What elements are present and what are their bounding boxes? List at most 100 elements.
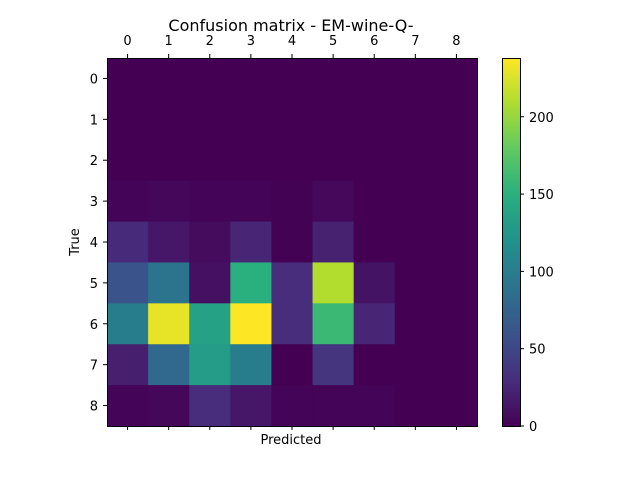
- heatmap-cell: [148, 98, 190, 141]
- colorbar-tick-label: 0: [529, 420, 537, 435]
- heatmap-cell: [394, 262, 437, 304]
- heatmap-cell: [230, 58, 273, 100]
- y-tick-label: 8: [90, 400, 98, 415]
- heatmap-cell: [230, 303, 273, 345]
- heatmap-cell: [312, 139, 355, 182]
- y-tick-label: 7: [90, 359, 98, 374]
- heatmap-cell: [353, 139, 396, 182]
- heatmap-cell: [107, 221, 149, 264]
- heatmap-cell: [312, 303, 355, 345]
- colorbar-tick-label: 200: [529, 111, 554, 126]
- colorbar-tick-label: 100: [529, 265, 554, 280]
- heatmap-cell: [107, 98, 149, 141]
- y-tick-label: 5: [90, 277, 98, 292]
- y-tick-label: 1: [90, 113, 98, 128]
- heatmap-cell: [271, 262, 314, 304]
- heatmap-cell: [189, 385, 231, 427]
- heatmap-cell: [230, 262, 273, 304]
- heatmap-cell: [271, 385, 314, 427]
- heatmap-cells: [107, 58, 478, 427]
- heatmap-cell: [312, 58, 355, 100]
- heatmap-cell: [230, 221, 273, 264]
- heatmap-cell: [148, 58, 190, 100]
- heatmap-cell: [189, 221, 231, 264]
- heatmap-cell: [107, 344, 149, 386]
- x-tick-label: 4: [288, 34, 296, 49]
- x-axis-ticks: 0 1 2 3 4 5 6 7 8: [123, 34, 461, 430]
- heatmap-cell: [353, 262, 396, 304]
- heatmap-cell: [353, 303, 396, 345]
- heatmap-cell: [353, 180, 396, 223]
- heatmap-cell: [312, 385, 355, 427]
- heatmap-cell: [435, 139, 478, 182]
- colorbar-tick-label: 150: [529, 188, 554, 203]
- heatmap-cell: [107, 385, 149, 427]
- heatmap-cell: [271, 221, 314, 264]
- colorbar-gradient: [502, 58, 520, 427]
- heatmap-cell: [148, 262, 190, 304]
- y-tick-label: 2: [90, 154, 98, 169]
- heatmap-cell: [148, 139, 190, 182]
- heatmap-cell: [312, 262, 355, 304]
- x-tick-label: 1: [165, 34, 173, 49]
- heatmap-cell: [271, 98, 314, 141]
- heatmap-cell: [230, 98, 273, 141]
- colorbar-frame: [502, 58, 521, 427]
- heatmap-cell: [312, 180, 355, 223]
- heatmap-cell: [107, 262, 149, 304]
- heatmap-cell: [394, 303, 437, 345]
- heatmap-cell: [107, 180, 149, 223]
- y-tick-label: 6: [90, 318, 98, 333]
- heatmap-cell: [435, 58, 478, 100]
- heatmap-cell: [107, 139, 149, 182]
- y-tick-label: 0: [90, 72, 98, 87]
- heatmap-cell: [148, 344, 190, 386]
- heatmap-cell: [435, 385, 478, 427]
- heatmap-cell: [148, 385, 190, 427]
- heatmap-cell: [394, 344, 437, 386]
- y-axis-ticks: 0 1 2 3 4 5 6 7 8: [90, 72, 107, 415]
- heatmap-cell: [107, 58, 149, 100]
- heatmap-cell: [271, 344, 314, 386]
- heatmap-cell: [394, 385, 437, 427]
- x-tick-label: 0: [123, 34, 131, 49]
- heatmap-cell: [394, 98, 437, 141]
- x-tick-label: 5: [329, 34, 337, 49]
- y-tick-label: 3: [90, 195, 98, 210]
- heatmap-cell: [189, 139, 231, 182]
- heatmap-cell: [148, 303, 190, 345]
- heatmap-cell: [353, 385, 396, 427]
- heatmap-cell: [435, 98, 478, 141]
- heatmap-cell: [394, 221, 437, 264]
- heatmap-cell: [312, 98, 355, 141]
- x-tick-label: 6: [370, 34, 378, 49]
- x-tick-label: 8: [452, 34, 460, 49]
- colorbar-ticks: 0 50 100 150 200: [520, 111, 554, 435]
- x-tick-label: 3: [247, 34, 255, 49]
- heatmap-cell: [189, 262, 231, 304]
- x-tick-label: 7: [411, 34, 419, 49]
- heatmap-cell: [353, 58, 396, 100]
- heatmap-cell: [189, 180, 231, 223]
- heatmap-cell: [230, 385, 273, 427]
- heatmap-cell: [189, 344, 231, 386]
- heatmap-cell: [107, 303, 149, 345]
- heatmap-cell: [353, 344, 396, 386]
- heatmap-cell: [435, 180, 478, 223]
- heatmap-cell: [189, 98, 231, 141]
- heatmap-cell: [271, 303, 314, 345]
- heatmap-cell: [271, 180, 314, 223]
- heatmap-cell: [435, 344, 478, 386]
- heatmap-cell: [435, 303, 478, 345]
- heatmap-cell: [230, 344, 273, 386]
- heatmap-cell: [353, 221, 396, 264]
- heatmap-cell: [312, 344, 355, 386]
- y-tick-label: 4: [90, 236, 98, 251]
- heatmap-cell: [230, 180, 273, 223]
- y-axis-label: True: [68, 228, 83, 257]
- heatmap-cell: [148, 180, 190, 223]
- heatmap-cell: [189, 58, 231, 100]
- heatmap-cell: [394, 139, 437, 182]
- chart-title: Confusion matrix - EM-wine-Q-: [168, 16, 413, 35]
